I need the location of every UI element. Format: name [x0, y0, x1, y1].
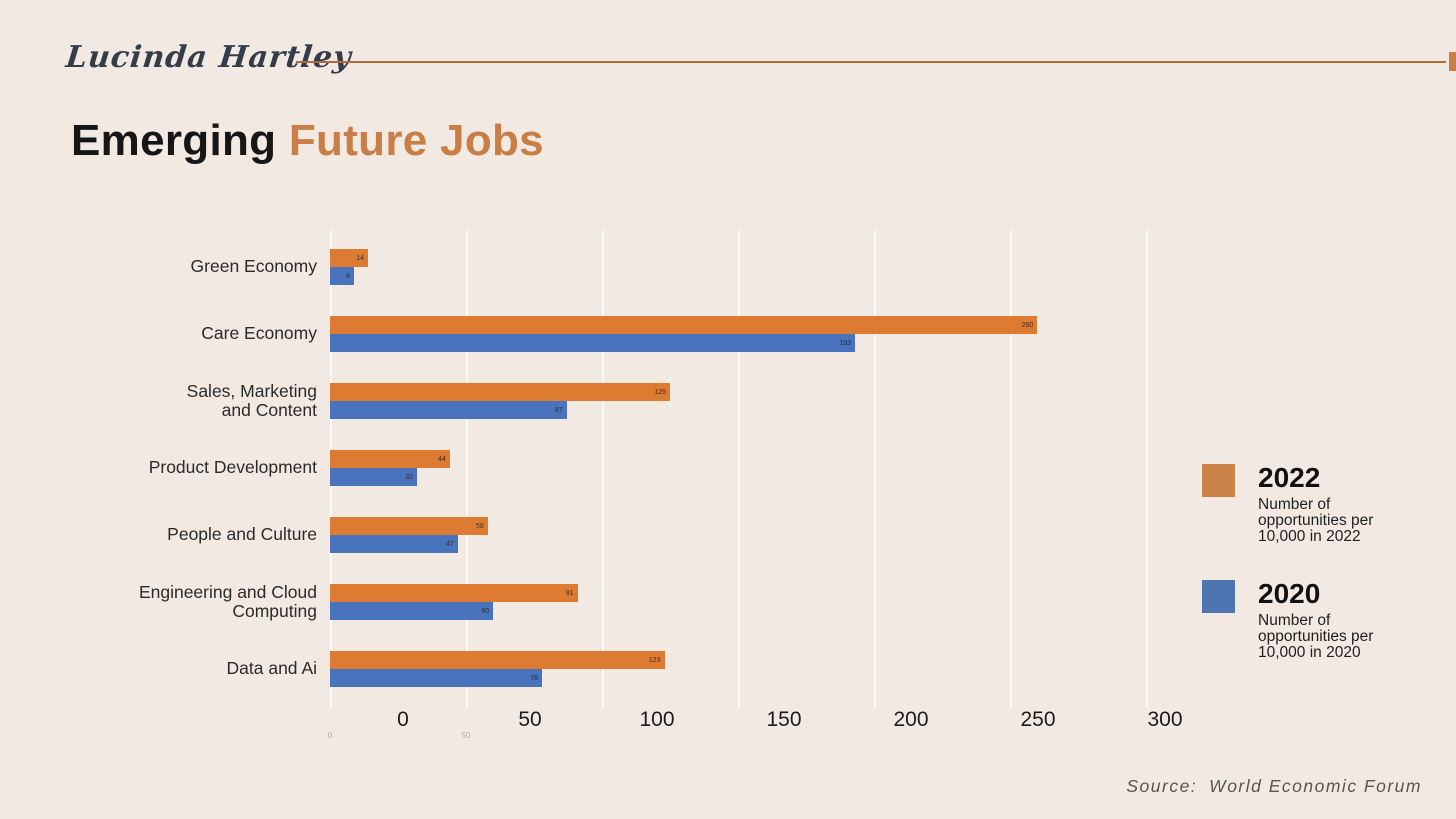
gridline [1146, 230, 1148, 708]
bar-value-label: 58 [475, 522, 484, 530]
bar-2022: 58 [330, 517, 488, 535]
legend-item-2020: 2020 Number of opportunities per 10,000 … [1202, 578, 1396, 661]
legend-text-2022: 2022 Number of opportunities per 10,000 … [1258, 462, 1396, 545]
bar-value-label: 44 [437, 455, 446, 463]
category-label: People and Culture [167, 524, 317, 545]
legend-year-label: 2022 [1258, 462, 1321, 493]
bar-value-label: 14 [356, 254, 365, 262]
bar-value-label: 60 [481, 607, 490, 615]
bar-value-label: 123 [648, 656, 661, 664]
gridline [738, 230, 740, 708]
x-axis-tick: 50 [518, 708, 542, 731]
x-axis-tick: 100 [639, 708, 675, 731]
legend-item-2022: 2022 Number of opportunities per 10,000 … [1202, 462, 1396, 545]
bar-value-label: 125 [654, 388, 666, 396]
category-label: Data and Ai [226, 658, 317, 679]
bar-value-label: 193 [839, 339, 851, 347]
bar-value-label: 78 [530, 674, 539, 682]
page-title-part1: Emerging [71, 116, 277, 165]
bar-value-label: 8 [346, 272, 350, 280]
page-title-part2: Future Jobs [288, 116, 544, 165]
bar-2022: 91 [330, 584, 578, 602]
gridline [602, 230, 604, 708]
source-attribution: Source: World Economic Forum [1126, 776, 1422, 797]
logo-signature: Lucinda Hartley [64, 40, 354, 75]
bar-2022: 260 [330, 316, 1038, 334]
bar-value-label: 260 [1021, 321, 1034, 329]
bar-2020: 47 [330, 535, 458, 553]
source-value: World Economic Forum [1209, 776, 1422, 796]
bar-2022: 14 [330, 249, 369, 267]
bar-2020: 32 [330, 468, 418, 486]
x-axis-tick: 150 [766, 708, 802, 731]
bar-2020: 8 [330, 267, 354, 285]
legend-swatch-2020 [1202, 580, 1235, 613]
bar-2020: 78 [330, 669, 543, 687]
gridline [466, 230, 468, 708]
category-label: Engineering and Cloud Computing [138, 582, 317, 621]
bar-2022: 44 [330, 450, 450, 468]
bar-value-label: 87 [554, 406, 563, 414]
category-label: Sales, Marketing and Content [186, 381, 317, 420]
header-divider-line [296, 61, 1446, 63]
legend-description: Number of opportunities per 10,000 in 20… [1258, 612, 1374, 662]
page-title: Emerging Future Jobs [71, 116, 544, 166]
gridline [1010, 230, 1012, 708]
legend-description: Number of opportunities per 10,000 in 20… [1258, 496, 1374, 546]
category-label: Care Economy [201, 323, 317, 344]
legend-year-label: 2020 [1258, 578, 1321, 609]
bar-2020: 60 [330, 602, 494, 620]
bar-value-label: 91 [565, 589, 574, 597]
bar-value-label: 47 [446, 540, 454, 548]
x-axis-tick: 300 [1147, 708, 1183, 731]
x-axis-tick: 200 [893, 708, 929, 731]
edge-accent-mark [1449, 52, 1456, 71]
bar-2022: 123 [330, 651, 665, 669]
legend-swatch-2022 [1202, 464, 1235, 497]
legend-text-2020: 2020 Number of opportunities per 10,000 … [1258, 578, 1396, 661]
x-axis-tick: 250 [1020, 708, 1056, 731]
source-label: Source: [1126, 776, 1198, 796]
bar-2020: 87 [330, 401, 567, 419]
bar-2020: 193 [330, 334, 855, 352]
gridline [874, 230, 876, 708]
x-axis-ghost-tick: 0 [327, 731, 333, 740]
category-label: Product Development [148, 457, 317, 478]
category-label: Green Economy [190, 256, 317, 277]
x-axis-ghost-tick: 50 [461, 731, 471, 740]
bar-value-label: 32 [405, 473, 414, 481]
bar-2022: 125 [330, 383, 670, 401]
x-axis-tick: 0 [397, 708, 409, 731]
